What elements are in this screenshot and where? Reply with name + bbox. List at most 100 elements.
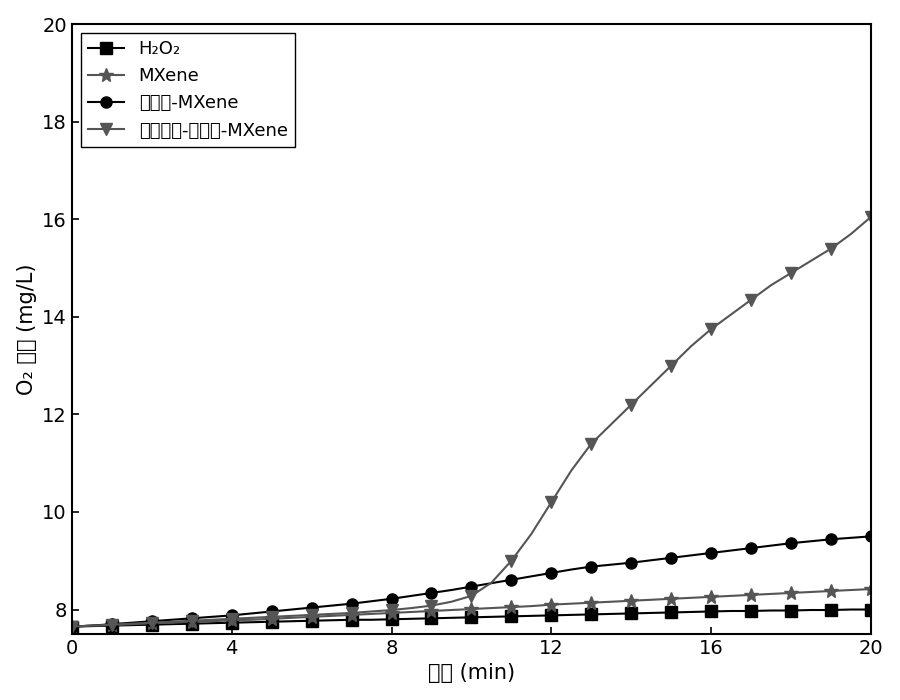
光敏剂-MXene	[526, 572, 536, 580]
H₂O₂	[486, 612, 497, 621]
光敏剂-MXene	[147, 617, 158, 625]
H₂O₂	[166, 620, 177, 629]
H₂O₂	[586, 610, 597, 619]
光敏剂-MXene	[766, 541, 777, 550]
光敏剂-MXene	[606, 561, 616, 569]
H₂O₂	[566, 610, 577, 619]
金属团簇-光敏剂-MXene	[606, 420, 616, 428]
金属团簇-光敏剂-MXene	[346, 609, 357, 617]
光敏剂-MXene	[566, 566, 577, 574]
光敏剂-MXene	[706, 549, 716, 557]
MXene	[526, 602, 536, 610]
MXene	[446, 606, 457, 614]
H₂O₂	[766, 606, 777, 615]
H₂O₂	[446, 614, 457, 622]
MXene	[626, 596, 636, 605]
MXene	[86, 622, 97, 630]
金属团簇-光敏剂-MXene	[626, 400, 636, 409]
MXene	[366, 610, 377, 618]
MXene	[666, 594, 677, 603]
H₂O₂	[286, 617, 297, 625]
光敏剂-MXene	[326, 601, 337, 610]
H₂O₂	[606, 610, 616, 618]
金属团簇-光敏剂-MXene	[586, 440, 597, 448]
金属团簇-光敏剂-MXene	[366, 608, 377, 616]
MXene	[746, 591, 757, 599]
光敏剂-MXene	[86, 622, 97, 630]
光敏剂-MXene	[666, 554, 677, 562]
X-axis label: 时间 (min): 时间 (min)	[428, 664, 515, 683]
光敏剂-MXene	[247, 609, 257, 617]
H₂O₂	[386, 615, 397, 624]
MXene	[546, 601, 557, 609]
光敏剂-MXene	[266, 608, 277, 616]
光敏剂-MXene	[546, 568, 557, 577]
H₂O₂	[206, 619, 217, 627]
金属团簇-光敏剂-MXene	[86, 622, 97, 630]
光敏剂-MXene	[646, 556, 657, 564]
H₂O₂	[67, 622, 77, 631]
MXene	[346, 610, 357, 619]
MXene	[825, 587, 836, 595]
H₂O₂	[326, 616, 337, 624]
光敏剂-MXene	[466, 582, 477, 591]
MXene	[866, 584, 877, 593]
光敏剂-MXene	[106, 620, 117, 629]
Line: 金属团簇-光敏剂-MXene: 金属团簇-光敏剂-MXene	[66, 211, 878, 633]
MXene	[166, 619, 177, 627]
MXene	[67, 622, 77, 631]
H₂O₂	[706, 608, 716, 616]
金属团簇-光敏剂-MXene	[546, 498, 557, 506]
H₂O₂	[666, 608, 677, 617]
金属团簇-光敏剂-MXene	[786, 269, 796, 277]
MXene	[725, 592, 736, 600]
金属团簇-光敏剂-MXene	[266, 612, 277, 621]
H₂O₂	[346, 615, 357, 624]
MXene	[126, 620, 137, 629]
MXene	[147, 619, 158, 627]
Line: 光敏剂-MXene: 光敏剂-MXene	[67, 531, 877, 632]
MXene	[706, 593, 716, 601]
光敏剂-MXene	[825, 535, 836, 543]
金属团簇-光敏剂-MXene	[226, 615, 237, 623]
MXene	[846, 586, 857, 594]
H₂O₂	[266, 617, 277, 626]
光敏剂-MXene	[686, 551, 697, 559]
金属团簇-光敏剂-MXene	[766, 281, 777, 289]
金属团簇-光敏剂-MXene	[206, 615, 217, 624]
光敏剂-MXene	[186, 614, 197, 622]
H₂O₂	[746, 607, 757, 615]
H₂O₂	[846, 606, 857, 614]
MXene	[206, 617, 217, 625]
光敏剂-MXene	[846, 533, 857, 542]
MXene	[506, 603, 517, 611]
H₂O₂	[426, 614, 436, 622]
H₂O₂	[526, 612, 536, 620]
光敏剂-MXene	[586, 562, 597, 570]
MXene	[586, 598, 597, 607]
光敏剂-MXene	[746, 544, 757, 552]
金属团簇-光敏剂-MXene	[306, 610, 317, 619]
金属团簇-光敏剂-MXene	[666, 361, 677, 370]
H₂O₂	[247, 618, 257, 626]
光敏剂-MXene	[406, 592, 417, 600]
金属团簇-光敏剂-MXene	[866, 213, 877, 221]
光敏剂-MXene	[346, 599, 357, 608]
H₂O₂	[546, 611, 557, 620]
光敏剂-MXene	[806, 537, 816, 545]
H₂O₂	[686, 608, 697, 616]
金属团簇-光敏剂-MXene	[706, 325, 716, 333]
金属团簇-光敏剂-MXene	[526, 530, 536, 538]
H₂O₂	[626, 609, 636, 617]
MXene	[806, 588, 816, 596]
金属团簇-光敏剂-MXene	[286, 612, 297, 620]
MXene	[247, 615, 257, 624]
H₂O₂	[786, 606, 796, 615]
光敏剂-MXene	[126, 619, 137, 627]
H₂O₂	[106, 622, 117, 630]
Line: H₂O₂: H₂O₂	[67, 604, 877, 632]
金属团簇-光敏剂-MXene	[166, 617, 177, 626]
光敏剂-MXene	[286, 606, 297, 614]
金属团簇-光敏剂-MXene	[147, 619, 158, 627]
MXene	[486, 604, 497, 612]
